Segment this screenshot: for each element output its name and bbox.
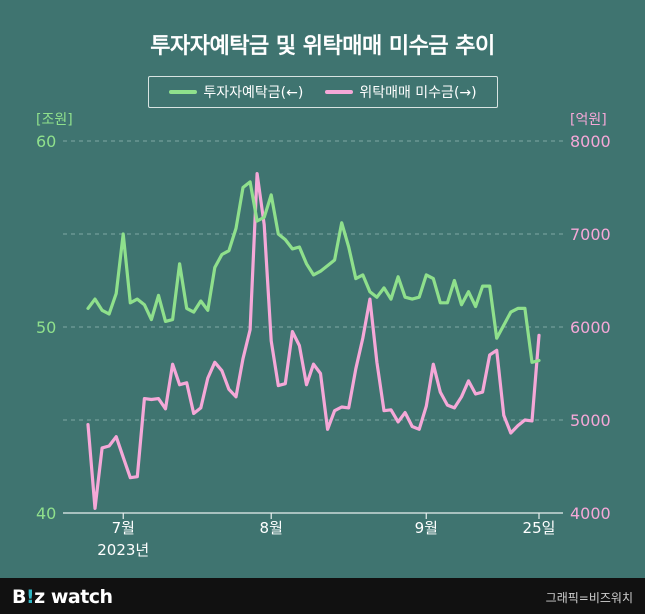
logo-watch: watch <box>44 586 113 608</box>
legend-swatch-deposits <box>169 90 198 94</box>
legend: 투자자예탁금(←) 위탁매매 미수금(→) <box>148 76 498 108</box>
right-axis-tick: 4000 <box>570 504 611 523</box>
left-axis-tick: 60 <box>36 132 56 151</box>
bizwatch-logo: B!z watch <box>12 586 113 608</box>
x-axis-tick-label: 9월 <box>415 519 438 537</box>
right-axis-tick: 5000 <box>570 411 611 430</box>
series-line-deposits <box>86 180 541 364</box>
logo-b: B <box>12 586 26 608</box>
logo-z: z <box>34 586 45 608</box>
legend-swatch-receivables <box>325 90 354 94</box>
left-axis-tick: 50 <box>36 318 56 337</box>
right-axis-unit: [억원] <box>570 112 607 128</box>
x-axis-tick-label: 25일 <box>523 519 556 537</box>
left-axis-tick: 40 <box>36 504 56 523</box>
x-axis-tick-label: 7월 <box>112 519 135 537</box>
right-axis-tick: 6000 <box>570 318 611 337</box>
line-chart: 40 50 60 [조원] 4000 5000 6000 7000 8000 [억원] 7월 8월 9월… <box>36 112 611 559</box>
legend-label-deposits: 투자자예탁금(←) <box>203 85 304 101</box>
graphic-credit: 그래픽=비즈워치 <box>545 591 633 605</box>
x-axis-year-label: 2023년 <box>97 541 149 559</box>
logo-excl: ! <box>25 586 35 608</box>
chart-title: 투자자예탁금 및 위탁매매 미수금 추이 <box>150 34 495 59</box>
right-axis-tick: 7000 <box>570 225 611 244</box>
footer: B!z watch 그래픽=비즈워치 <box>0 578 645 614</box>
series-line-receivables <box>86 172 541 510</box>
legend-item-receivables: 위탁매매 미수금(→) <box>325 82 477 102</box>
legend-item-deposits: 투자자예탁금(←) <box>169 82 303 102</box>
legend-label-receivables: 위탁매매 미수금(→) <box>359 85 477 101</box>
right-axis-tick: 8000 <box>570 132 611 151</box>
left-axis-unit: [조원] <box>36 112 73 128</box>
x-axis-tick-label: 8월 <box>260 519 283 537</box>
